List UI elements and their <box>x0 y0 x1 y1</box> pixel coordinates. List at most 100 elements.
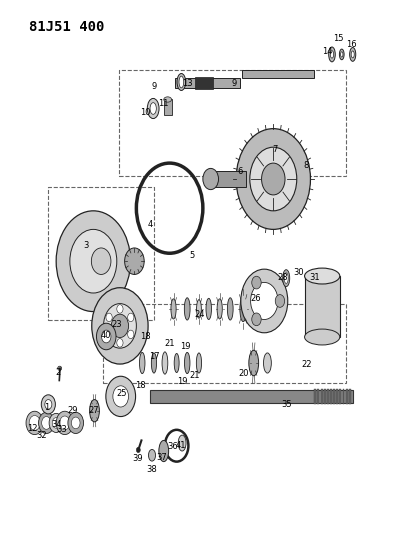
Bar <box>195 77 213 89</box>
Text: 4: 4 <box>147 220 153 229</box>
Circle shape <box>262 163 285 195</box>
Text: 35: 35 <box>282 400 292 409</box>
Circle shape <box>56 211 130 312</box>
Text: 1: 1 <box>44 402 49 411</box>
Bar <box>346 389 348 404</box>
Text: 11: 11 <box>158 99 169 108</box>
Ellipse shape <box>149 449 156 461</box>
Circle shape <box>39 413 54 433</box>
Circle shape <box>92 288 148 364</box>
Circle shape <box>252 276 261 289</box>
Bar <box>330 389 332 404</box>
Text: 9: 9 <box>232 79 237 88</box>
Text: 23: 23 <box>112 320 122 329</box>
Text: 14: 14 <box>322 47 332 56</box>
Bar <box>349 389 351 404</box>
Circle shape <box>104 304 136 348</box>
Circle shape <box>45 400 52 409</box>
Circle shape <box>275 295 284 308</box>
Text: 9: 9 <box>151 82 156 91</box>
Text: 31: 31 <box>309 272 320 281</box>
Ellipse shape <box>227 298 233 320</box>
Ellipse shape <box>184 352 190 374</box>
Bar <box>321 389 323 404</box>
Circle shape <box>236 128 310 229</box>
Ellipse shape <box>164 97 171 102</box>
Ellipse shape <box>284 273 288 284</box>
Ellipse shape <box>351 51 354 58</box>
Bar <box>327 389 329 404</box>
Circle shape <box>106 330 112 338</box>
Ellipse shape <box>254 294 261 324</box>
Bar <box>324 389 326 404</box>
Ellipse shape <box>184 298 190 320</box>
Circle shape <box>128 313 134 321</box>
Bar <box>342 389 344 404</box>
Text: 24: 24 <box>195 310 205 319</box>
Bar <box>333 389 335 404</box>
Text: 20: 20 <box>239 369 249 378</box>
Text: 12: 12 <box>28 424 38 433</box>
Circle shape <box>59 416 70 430</box>
Ellipse shape <box>340 52 343 57</box>
Ellipse shape <box>196 353 202 373</box>
Circle shape <box>106 376 136 417</box>
Text: 32: 32 <box>36 431 46 440</box>
Bar <box>164 100 171 115</box>
Text: 38: 38 <box>147 465 157 473</box>
Ellipse shape <box>147 99 159 118</box>
Text: 33: 33 <box>57 425 67 434</box>
Text: 41: 41 <box>176 441 187 450</box>
Bar <box>305 276 340 337</box>
Ellipse shape <box>159 440 169 462</box>
Text: 25: 25 <box>117 389 127 398</box>
Text: 19: 19 <box>177 377 188 386</box>
Ellipse shape <box>179 76 184 88</box>
Circle shape <box>251 282 278 319</box>
Circle shape <box>113 386 128 407</box>
Ellipse shape <box>171 299 176 319</box>
Ellipse shape <box>162 352 168 374</box>
Bar <box>339 389 341 404</box>
Ellipse shape <box>206 298 212 319</box>
Text: 27: 27 <box>88 406 98 415</box>
Ellipse shape <box>177 74 186 91</box>
Text: 8: 8 <box>304 161 309 170</box>
Text: 18: 18 <box>140 332 151 341</box>
Bar <box>336 389 338 404</box>
Circle shape <box>117 305 123 313</box>
Ellipse shape <box>339 49 344 60</box>
Circle shape <box>91 248 111 274</box>
Circle shape <box>125 248 144 274</box>
Ellipse shape <box>305 268 340 284</box>
Text: 22: 22 <box>301 360 312 369</box>
Ellipse shape <box>329 47 335 62</box>
Text: 37: 37 <box>156 453 167 462</box>
Text: 81J51 400: 81J51 400 <box>29 20 104 34</box>
Ellipse shape <box>150 103 156 114</box>
Bar <box>175 78 240 88</box>
Text: 17: 17 <box>149 352 159 361</box>
Circle shape <box>70 229 117 293</box>
Text: 5: 5 <box>190 252 195 261</box>
Text: 21: 21 <box>190 370 200 379</box>
Circle shape <box>49 414 63 432</box>
Text: 30: 30 <box>294 268 304 277</box>
Circle shape <box>56 411 73 434</box>
Text: 39: 39 <box>132 454 143 463</box>
Bar <box>318 389 320 404</box>
Circle shape <box>97 323 116 350</box>
Text: 16: 16 <box>346 41 357 50</box>
Circle shape <box>112 314 128 337</box>
Circle shape <box>41 395 56 414</box>
Text: 6: 6 <box>237 166 243 175</box>
Text: 21: 21 <box>164 339 175 348</box>
Ellipse shape <box>264 353 271 373</box>
Ellipse shape <box>89 400 99 422</box>
Circle shape <box>128 330 134 338</box>
Circle shape <box>52 418 60 428</box>
Text: 7: 7 <box>273 146 278 155</box>
Text: 40: 40 <box>101 331 112 340</box>
Text: 18: 18 <box>135 381 146 390</box>
Circle shape <box>117 338 123 347</box>
